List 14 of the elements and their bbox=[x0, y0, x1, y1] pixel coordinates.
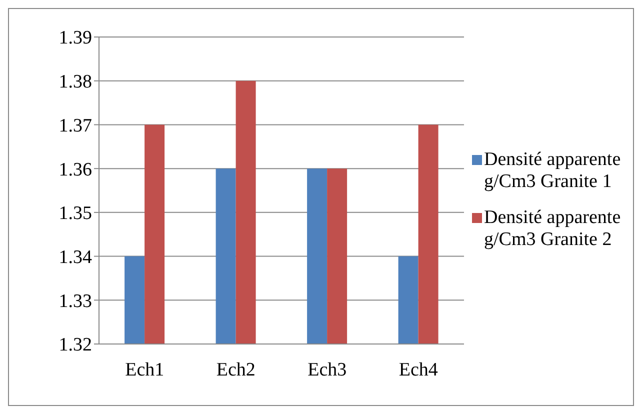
x-tick-label: Ech1 bbox=[125, 359, 164, 380]
x-tick-label: Ech4 bbox=[398, 359, 438, 380]
y-tick-label: 1.37 bbox=[58, 115, 92, 136]
x-tick-label: Ech3 bbox=[308, 359, 347, 380]
x-tick-label: Ech2 bbox=[216, 359, 256, 380]
legend-label: Densité apparente g/Cm3 Granite 1 bbox=[484, 148, 622, 192]
y-tick-label: 1.39 bbox=[58, 28, 92, 49]
legend-label: Densité apparente g/Cm3 Granite 2 bbox=[484, 206, 622, 250]
y-tick-label: 1.36 bbox=[58, 159, 92, 180]
y-tick-label: 1.32 bbox=[58, 334, 92, 356]
y-tick-label: 1.34 bbox=[58, 247, 92, 268]
y-tick-label: 1.33 bbox=[58, 290, 92, 312]
y-tick-label: 1.35 bbox=[58, 203, 92, 224]
y-tick-label: 1.38 bbox=[58, 72, 92, 93]
